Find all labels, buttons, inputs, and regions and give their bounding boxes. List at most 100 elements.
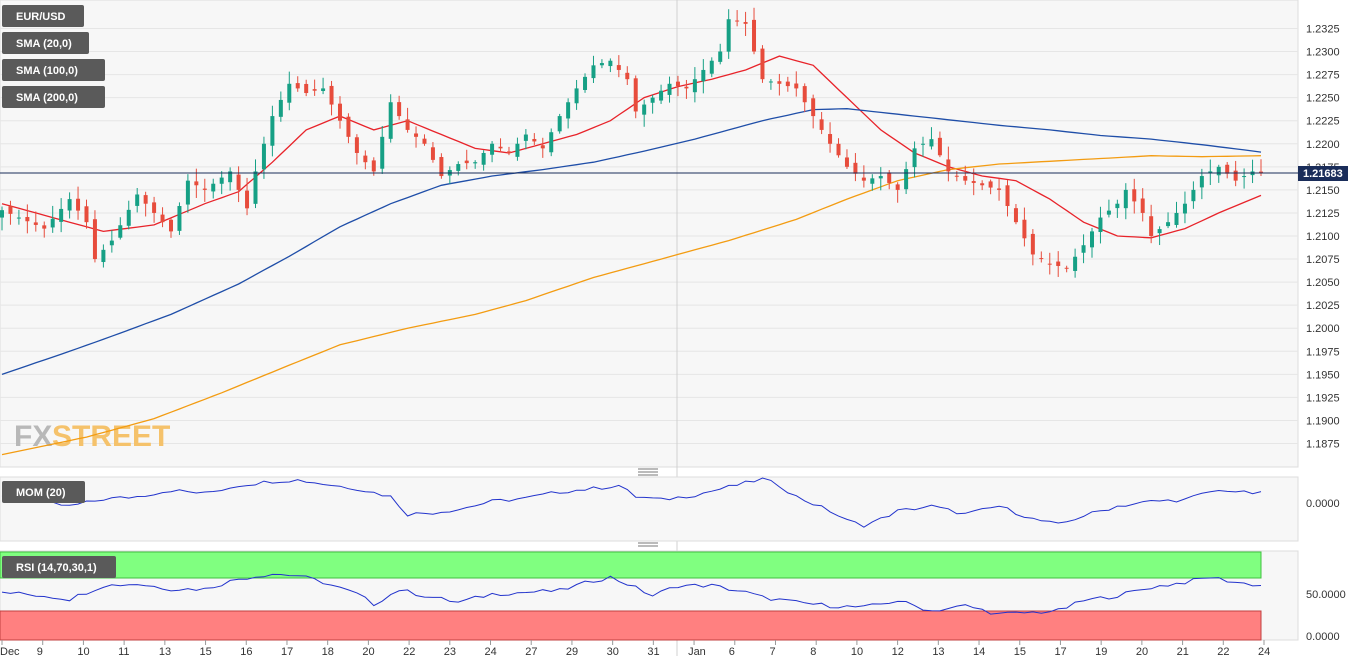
candle-body — [844, 157, 849, 167]
candle — [160, 207, 165, 228]
candle — [929, 127, 934, 150]
candle-body — [887, 172, 892, 183]
candle — [8, 200, 13, 225]
date-tick-label: 13 — [159, 646, 171, 658]
candle — [1039, 251, 1044, 263]
candle — [963, 165, 968, 185]
candle — [1047, 252, 1052, 275]
candle-body — [84, 206, 89, 223]
date-axis[interactable]: Dec 9 10 11 13 15 16 17 18 20 22 23 24 27 29 30 31 Jan 6 7 8… — [0, 640, 1270, 658]
candle — [228, 167, 233, 191]
candle-body — [422, 138, 427, 144]
price-tick-label: 1.1900 — [1306, 415, 1340, 427]
candle-body — [802, 86, 807, 103]
candle-body — [498, 146, 503, 149]
candle-body — [388, 102, 393, 139]
candle — [599, 59, 604, 69]
candle — [42, 221, 47, 238]
candle-body — [870, 178, 875, 184]
candle-body — [506, 151, 511, 153]
candle-body — [228, 171, 233, 183]
candle — [1064, 265, 1069, 273]
candle — [1081, 234, 1086, 264]
candle-body — [718, 51, 723, 62]
date-tick-label: 23 — [444, 646, 456, 658]
tag-rsi[interactable]: RSI (14,70,30,1) — [2, 556, 116, 578]
candle — [354, 134, 359, 165]
candle — [718, 43, 723, 65]
price-tick-label: 1.2225 — [1306, 116, 1340, 128]
candle — [270, 105, 275, 157]
price-axis[interactable]: 1.2325 1.2300 1.2275 1.2250 1.2225 1.2200 1.21… — [1306, 23, 1340, 450]
price-tick-label: 1.2025 — [1306, 300, 1340, 312]
candle — [481, 150, 486, 171]
candle-body — [752, 19, 757, 52]
date-tick-label: 12 — [892, 646, 904, 658]
candle-body — [625, 72, 630, 80]
candle — [405, 107, 410, 133]
candle — [380, 126, 385, 174]
tag-sma100[interactable]: SMA (100,0) — [2, 59, 105, 81]
candle-body — [430, 147, 435, 160]
candle-body — [380, 136, 385, 169]
candle — [844, 149, 849, 170]
candle-body — [997, 188, 1002, 190]
candle-body — [608, 60, 613, 67]
candle — [16, 209, 21, 225]
rsi-overbought-zone — [0, 551, 1262, 579]
date-tick-label: 17 — [281, 646, 293, 658]
date-tick-label: 18 — [322, 646, 334, 658]
candle — [1174, 201, 1179, 228]
candle-body — [168, 219, 173, 232]
tag-instrument[interactable]: EUR/USD — [2, 5, 84, 27]
date-tick-label: 6 — [729, 646, 735, 658]
candle — [25, 204, 30, 234]
tag-mom[interactable]: MOM (20) — [2, 481, 85, 503]
candle-body — [1030, 233, 1035, 255]
price-tick-label: 1.2250 — [1306, 93, 1340, 105]
candle-body — [1047, 263, 1052, 265]
price-tick-label: 1.2125 — [1306, 208, 1340, 220]
candle-body — [1140, 198, 1145, 213]
candle — [540, 137, 545, 158]
candle-body — [1022, 219, 1027, 239]
candle-body — [912, 148, 917, 168]
candle-body — [473, 162, 478, 164]
candle — [67, 192, 72, 219]
candle-body — [785, 81, 790, 87]
date-tick-label: 11 — [118, 646, 129, 658]
candle-body — [633, 78, 638, 112]
candle — [168, 217, 173, 238]
candle-body — [1098, 217, 1103, 233]
tag-sma200[interactable]: SMA (200,0) — [2, 86, 105, 108]
candle-body — [1259, 171, 1263, 174]
candle-body — [414, 133, 419, 137]
candle-body — [1073, 256, 1078, 271]
candle — [329, 80, 334, 116]
candle-body — [963, 176, 968, 181]
price-tick-label: 1.2150 — [1306, 185, 1340, 197]
panel-resize-handle-1[interactable] — [638, 468, 658, 476]
panel-resize-handle-2[interactable] — [638, 542, 658, 547]
date-tick-label: 24 — [1258, 646, 1270, 658]
candle — [1191, 181, 1196, 209]
watermark-street: STREET — [52, 420, 170, 453]
candle-body — [599, 63, 604, 66]
price-grid — [0, 27, 1298, 445]
candle-body — [1081, 245, 1086, 253]
candle-body — [921, 143, 926, 145]
candle — [1132, 178, 1137, 214]
candle — [0, 206, 4, 231]
candle-body — [1166, 222, 1171, 227]
candle-body — [794, 83, 799, 89]
tag-sma20[interactable]: SMA (20,0) — [2, 32, 89, 54]
price-tick-label: 1.1950 — [1306, 369, 1340, 381]
candle — [422, 134, 427, 146]
price-panel — [0, 0, 1299, 468]
candle — [1106, 199, 1111, 218]
candle — [1225, 162, 1230, 179]
candle — [1157, 226, 1162, 246]
candle-body — [515, 143, 520, 157]
candle-body — [135, 194, 140, 206]
